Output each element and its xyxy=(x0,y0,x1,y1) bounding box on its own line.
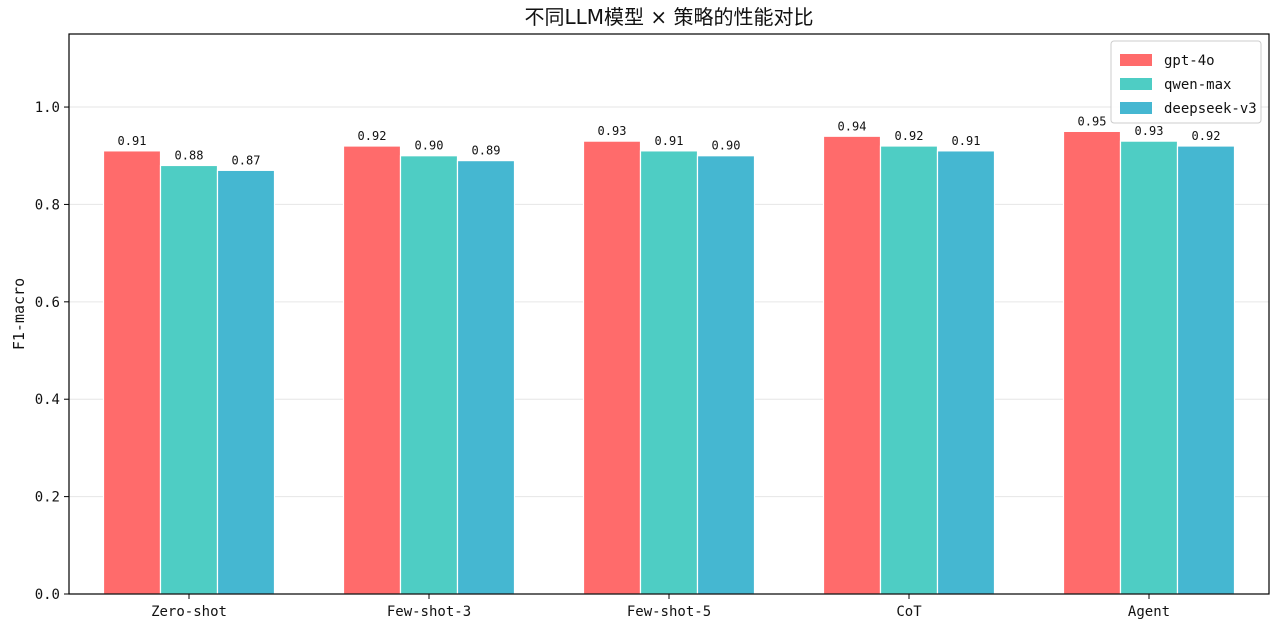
data-label: 0.93 xyxy=(598,124,627,138)
data-label: 0.91 xyxy=(952,134,981,148)
data-label: 0.90 xyxy=(415,139,444,153)
bar-qwen-max-Few-shot-5 xyxy=(639,150,699,595)
x-tick-label: Few-shot-3 xyxy=(387,604,471,620)
bar-deepseek-v3-Few-shot-5 xyxy=(696,155,756,595)
bar-qwen-max-CoT xyxy=(879,145,939,595)
bar-gpt-4o-Few-shot-5 xyxy=(582,140,642,595)
legend-swatch xyxy=(1120,54,1152,66)
legend-swatch xyxy=(1120,102,1152,114)
y-tick-label: 0.4 xyxy=(35,392,60,408)
data-label: 0.89 xyxy=(472,144,501,158)
bar-qwen-max-Few-shot-3 xyxy=(399,155,459,595)
data-label: 0.92 xyxy=(358,129,387,143)
data-label: 0.91 xyxy=(655,134,684,148)
data-label: 0.94 xyxy=(838,119,867,133)
bar-gpt-4o-Zero-shot xyxy=(102,150,162,595)
chart-title: 不同LLM模型 × 策略的性能对比 xyxy=(524,5,813,29)
bar-gpt-4o-Few-shot-3 xyxy=(342,145,402,595)
y-axis-label: F1-macro xyxy=(10,278,28,350)
legend-label: gpt-4o xyxy=(1164,53,1215,69)
x-tick-label: CoT xyxy=(896,604,922,620)
y-tick-label: 0.6 xyxy=(35,295,60,311)
legend-label: qwen-max xyxy=(1164,77,1231,93)
data-label: 0.91 xyxy=(118,134,147,148)
bar-deepseek-v3-Few-shot-3 xyxy=(456,160,516,595)
y-tick-label: 0.2 xyxy=(35,490,60,506)
y-tick-label: 1.0 xyxy=(35,100,60,116)
ticks-layer: 0.0 0.2 0.4 0.6 0.8 1.0 Zero-shot Few-shot-3 Few… xyxy=(35,100,1170,620)
data-label: 0.92 xyxy=(895,129,924,143)
legend: gpt-4o qwen-max deepseek-v3 xyxy=(1110,40,1262,124)
x-tick-label: Agent xyxy=(1128,604,1170,620)
bar-gpt-4o-Agent xyxy=(1062,130,1122,595)
bar-deepseek-v3-Agent xyxy=(1176,145,1236,595)
data-label: 0.95 xyxy=(1078,114,1107,128)
bar-deepseek-v3-CoT xyxy=(936,150,996,595)
data-labels-layer: 0.91 0.88 0.87 0.92 0.90 0.89 0.93 0.91 0.90 0.94… xyxy=(118,114,1221,167)
data-label: 0.87 xyxy=(232,153,261,167)
x-tick-label: Zero-shot xyxy=(151,604,227,620)
data-label: 0.88 xyxy=(175,148,204,162)
data-label: 0.90 xyxy=(712,139,741,153)
data-label: 0.92 xyxy=(1192,129,1221,143)
bar-qwen-max-Zero-shot xyxy=(159,164,219,595)
y-tick-label: 0.8 xyxy=(35,197,60,213)
legend-label: deepseek-v3 xyxy=(1164,101,1257,117)
bar-deepseek-v3-Zero-shot xyxy=(216,169,276,595)
x-tick-label: Few-shot-5 xyxy=(627,604,711,620)
bar-qwen-max-Agent xyxy=(1119,140,1179,595)
bars-layer xyxy=(102,130,1236,595)
legend-swatch xyxy=(1120,78,1152,90)
data-label: 0.93 xyxy=(1135,124,1164,138)
y-tick-label: 0.0 xyxy=(35,587,60,603)
plot-frame xyxy=(68,33,1270,595)
bar-gpt-4o-CoT xyxy=(822,135,882,595)
